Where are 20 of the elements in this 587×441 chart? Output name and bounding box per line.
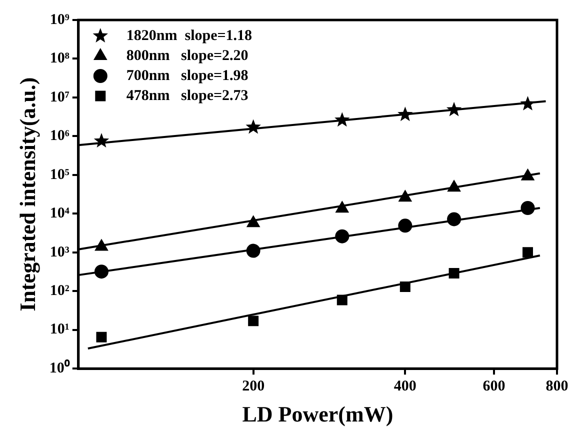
y-tick-label: 10⁹ (50, 12, 70, 28)
y-tick-label: 10⁷ (50, 89, 70, 106)
x-tick-label: 400 (394, 378, 416, 394)
legend-label: 700nm slope=1.98 (126, 68, 248, 84)
y-tick-label: 10³ (50, 244, 70, 260)
legend-label: 1820nm slope=1.18 (126, 28, 252, 44)
y-tick-label: 10⁸ (50, 50, 70, 67)
x-tick-label: 600 (482, 378, 506, 394)
y-tick-label: 10⁰ (49, 358, 70, 376)
y-axis-title: Integrated intensity(a.u.) (14, 77, 40, 312)
y-tick-label: 10¹ (50, 322, 70, 338)
x-axis-title: LD Power(mW) (242, 401, 394, 426)
y-tick-label: 10² (50, 283, 70, 300)
x-tick-label: 200 (242, 378, 265, 394)
y-tick-label: 10⁶ (50, 128, 70, 144)
legend-label: 800nm slope=2.20 (126, 48, 248, 64)
y-tick-label: 10⁵ (50, 166, 70, 183)
y-tick-label: 10⁴ (50, 206, 70, 222)
legend-label: 478nm slope=2.73 (126, 88, 248, 104)
x-tick-label: 800 (546, 378, 568, 394)
